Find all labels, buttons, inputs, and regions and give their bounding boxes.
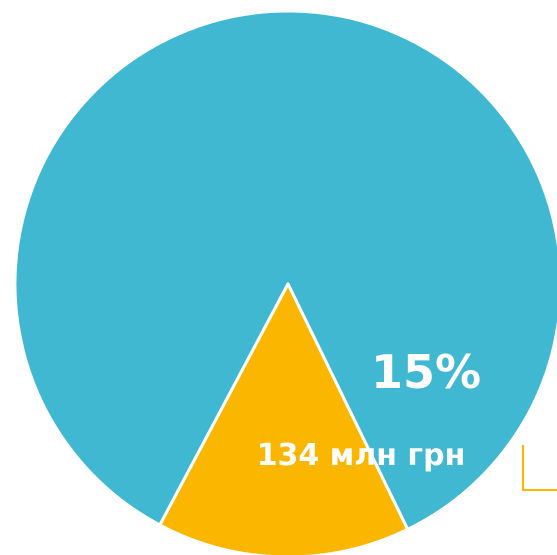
leader-line	[522, 445, 557, 491]
pie-slice-highlight	[158, 282, 410, 555]
pie-slice-main	[13, 9, 557, 531]
slice-percent-label: 15%	[371, 345, 481, 399]
slice-value-label: 134 млн грн	[257, 438, 466, 473]
pie-slices	[13, 9, 557, 555]
